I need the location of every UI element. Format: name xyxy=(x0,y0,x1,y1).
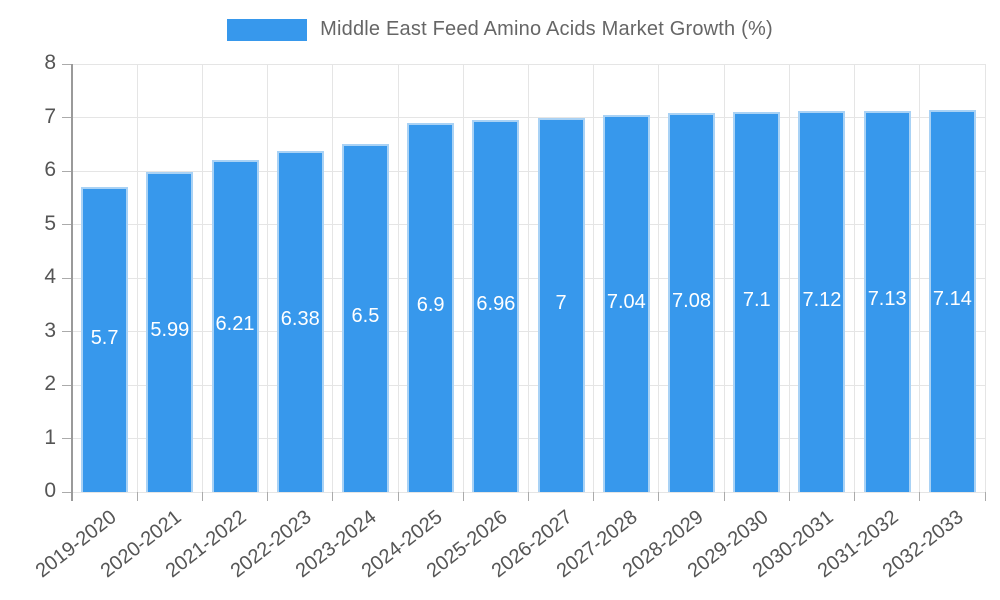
x-tick-mark xyxy=(528,492,529,501)
x-gridline xyxy=(397,64,399,492)
y-tick-mark xyxy=(62,224,72,225)
x-gridline xyxy=(984,64,986,492)
bar xyxy=(928,110,976,492)
y-tick-mark xyxy=(62,384,72,386)
bar xyxy=(146,171,194,492)
y-axis-line xyxy=(71,64,73,501)
x-gridline xyxy=(854,64,856,492)
bar xyxy=(341,144,389,492)
bar-value-label: 7.13 xyxy=(867,288,907,311)
legend: Middle East Feed Amino Acids Market Grow… xyxy=(0,18,1000,41)
bar-value-label: 5.99 xyxy=(150,318,190,341)
y-tick-label: 5 xyxy=(44,211,56,235)
x-tick-mark xyxy=(267,492,269,501)
y-tick-label: 0 xyxy=(44,479,56,502)
x-tick-mark xyxy=(462,492,464,501)
x-tick-mark xyxy=(658,492,660,501)
bar xyxy=(668,113,716,492)
bar xyxy=(211,159,259,492)
x-gridline xyxy=(462,64,464,492)
x-gridline xyxy=(919,64,921,492)
y-tick-label: 8 xyxy=(44,51,56,74)
chart-title: Middle East Feed Amino Acids Market Grow… xyxy=(320,18,773,40)
bar xyxy=(602,115,650,492)
y-tick-mark xyxy=(62,331,72,332)
y-tick-label: 6 xyxy=(44,158,56,181)
bar xyxy=(81,187,129,492)
bar-value-label: 6.38 xyxy=(280,308,320,331)
bar-value-label: 7 xyxy=(555,291,567,314)
bar-value-label: 5.7 xyxy=(90,326,119,349)
bar-value-label: 6.21 xyxy=(215,312,255,335)
bar xyxy=(472,119,520,492)
x-gridline xyxy=(332,64,334,492)
x-tick-mark xyxy=(397,492,399,501)
bar xyxy=(276,150,324,492)
y-tick-mark xyxy=(62,438,72,439)
y-tick-label: 1 xyxy=(44,425,56,449)
x-gridline xyxy=(593,64,595,492)
bar xyxy=(863,110,911,492)
x-tick-mark xyxy=(332,492,334,501)
y-tick-label: 4 xyxy=(44,265,56,288)
y-tick-label: 7 xyxy=(44,104,56,128)
x-tick-mark xyxy=(788,492,790,501)
bar-value-label: 7.1 xyxy=(742,289,771,312)
x-gridline xyxy=(723,64,725,492)
bar-value-label: 7.12 xyxy=(802,288,842,311)
bar xyxy=(733,112,781,492)
y-tick-mark xyxy=(62,277,72,279)
x-tick-mark xyxy=(854,492,856,501)
bar xyxy=(798,111,846,492)
x-gridline xyxy=(788,64,790,492)
bar-value-label: 6.96 xyxy=(476,292,516,315)
y-tick-mark xyxy=(62,63,72,65)
y-tick-mark xyxy=(62,117,72,118)
bar-value-label: 7.04 xyxy=(606,290,646,313)
y-tick-label: 2 xyxy=(44,372,56,395)
x-gridline xyxy=(136,64,138,492)
legend-swatch xyxy=(227,18,308,41)
y-tick-label: 3 xyxy=(44,318,56,342)
y-tick-mark xyxy=(62,170,72,172)
bar-value-label: 6.9 xyxy=(416,294,445,317)
x-gridline xyxy=(267,64,269,492)
bar xyxy=(407,122,455,492)
x-gridline xyxy=(658,64,660,492)
x-gridline xyxy=(201,64,203,492)
y-tick-mark xyxy=(62,491,72,493)
bar-value-label: 6.5 xyxy=(351,305,380,328)
x-tick-mark xyxy=(136,492,138,501)
bar-value-label: 7.14 xyxy=(932,288,972,310)
x-tick-mark xyxy=(984,492,986,501)
x-tick-mark xyxy=(723,492,725,501)
x-tick-mark xyxy=(201,492,203,501)
x-tick-mark xyxy=(919,492,921,501)
bar xyxy=(537,117,585,492)
x-gridline xyxy=(528,64,529,492)
x-tick-mark xyxy=(593,492,595,501)
bar-value-label: 7.08 xyxy=(672,289,711,312)
